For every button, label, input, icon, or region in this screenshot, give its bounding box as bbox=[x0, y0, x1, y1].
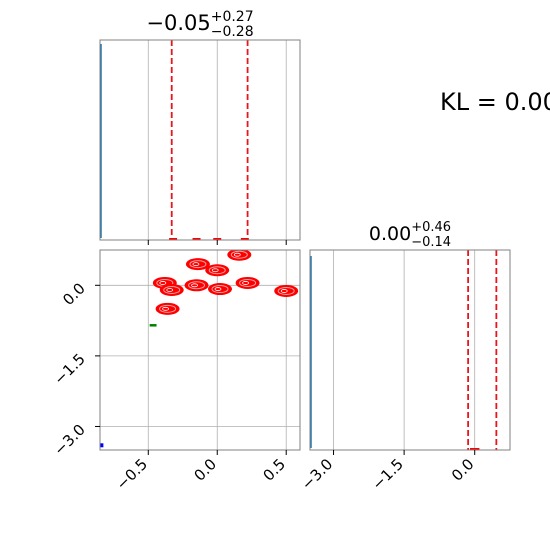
cluster-core bbox=[233, 252, 241, 257]
sample-cluster bbox=[159, 284, 184, 296]
cluster-core bbox=[159, 281, 167, 285]
cluster-contour bbox=[163, 286, 181, 294]
sample-cluster bbox=[185, 258, 210, 271]
sample-cluster bbox=[227, 250, 252, 261]
sample-cluster bbox=[205, 264, 230, 277]
marginal-right-panel: −3.0 −1.5 0.0 0.00+0.46 −0.14 bbox=[298, 220, 511, 494]
x-tick-label: −1.5 bbox=[368, 455, 406, 493]
cluster-contour bbox=[277, 286, 295, 295]
marginal-top-title: −0.05+0.27 −0.28 bbox=[146, 9, 253, 40]
cluster-contour bbox=[239, 278, 257, 287]
marginal-right-title: 0.00+0.46 −0.14 bbox=[369, 220, 451, 250]
cluster-core bbox=[192, 262, 200, 267]
blue-point bbox=[100, 443, 104, 448]
cluster-blob bbox=[159, 284, 184, 296]
marginal-top-panel: −0.05+0.27 −0.28 bbox=[99, 9, 301, 245]
cluster-contour bbox=[208, 266, 226, 275]
cluster-blob bbox=[274, 284, 299, 297]
joint-frame bbox=[99, 249, 301, 451]
kl-annotation: KL = 0.00 bbox=[440, 88, 550, 116]
cluster-contour bbox=[188, 281, 206, 290]
sample-cluster bbox=[274, 284, 299, 297]
joint-panel: −0.5 0.0 0.5 −3.0 −1.5 0.0 bbox=[50, 249, 301, 494]
x-tick-label: 0.0 bbox=[448, 455, 478, 485]
y-tick-label: −1.5 bbox=[50, 350, 88, 388]
cluster-blob bbox=[235, 276, 260, 289]
cluster-blob bbox=[155, 302, 180, 315]
x-tick-label: −0.5 bbox=[113, 455, 151, 493]
y-tick-label: −3.0 bbox=[50, 421, 88, 459]
cluster-core bbox=[280, 289, 288, 293]
cluster-blob bbox=[208, 283, 232, 296]
x-tick-label: 0.0 bbox=[190, 455, 220, 485]
sample-cluster bbox=[184, 279, 209, 292]
cluster-blob bbox=[185, 258, 210, 271]
cluster-contour bbox=[211, 285, 229, 294]
cluster-core bbox=[214, 287, 222, 291]
sample-cluster bbox=[208, 283, 232, 296]
x-tick-label: 0.5 bbox=[259, 455, 289, 485]
cluster-core bbox=[242, 281, 249, 285]
cluster-blob bbox=[184, 279, 209, 292]
cluster-core bbox=[191, 283, 198, 288]
sample-cluster bbox=[155, 302, 180, 315]
cluster-core bbox=[211, 268, 219, 273]
sample-cluster bbox=[235, 276, 260, 289]
cluster-contour bbox=[159, 304, 177, 313]
y-tick-label: 0.0 bbox=[59, 279, 89, 309]
cluster-contour bbox=[189, 260, 207, 269]
cluster-core bbox=[166, 288, 174, 292]
marginal-right-frame bbox=[309, 249, 511, 451]
cluster-blob bbox=[205, 264, 230, 277]
cluster-contour bbox=[230, 250, 248, 259]
x-tick-label: −3.0 bbox=[298, 455, 336, 493]
marginal-top-frame bbox=[99, 39, 301, 241]
cluster-core bbox=[162, 306, 169, 311]
